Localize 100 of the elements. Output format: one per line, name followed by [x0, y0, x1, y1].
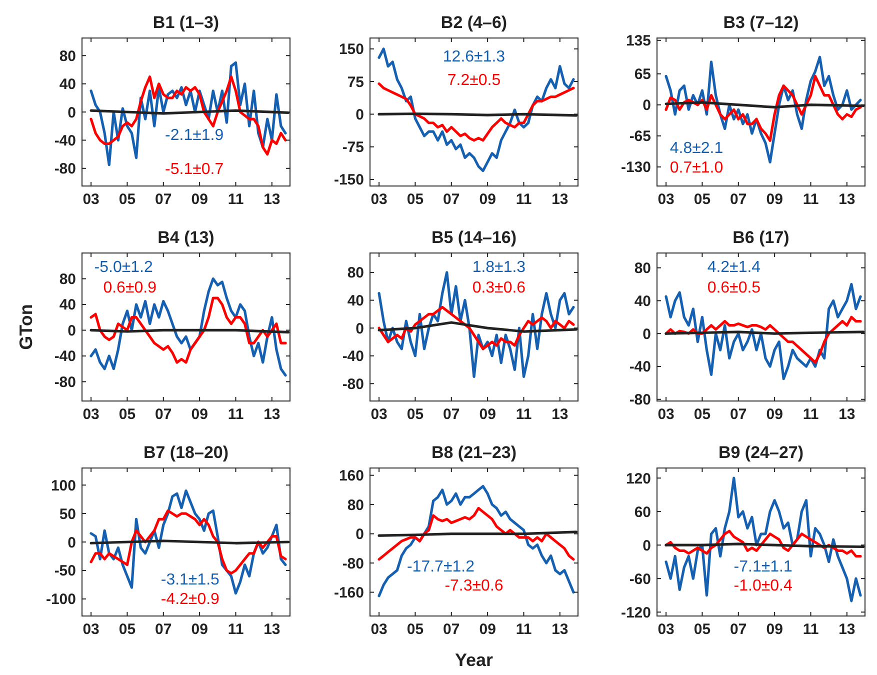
annotation: 7.2±0.5 — [447, 72, 501, 90]
y-tick-label: 135 — [626, 32, 651, 50]
x-tick-label: 09 — [766, 191, 783, 208]
y-tick-label: 60 — [634, 504, 651, 521]
x-tick-label: 11 — [516, 621, 532, 638]
x-tick-label: 11 — [516, 406, 532, 423]
y-tick-label: -50 — [54, 562, 76, 580]
annotation: 4.8±2.1 — [670, 140, 724, 158]
y-tick-label: 100 — [50, 477, 76, 494]
x-tick-label: 03 — [658, 406, 674, 423]
y-tick-label: -80 — [54, 160, 76, 178]
x-tick-label: 05 — [118, 406, 136, 423]
y-tick-label: 80 — [634, 260, 651, 278]
y-tick-label: -75 — [342, 139, 364, 156]
chart-title: B9 (24–27) — [718, 443, 804, 462]
line-series — [378, 484, 575, 598]
x-tick-label: 07 — [730, 406, 747, 423]
x-tick-label: 07 — [155, 191, 172, 208]
y-tick-label: 0 — [68, 322, 76, 340]
annotation: 4.2±1.4 — [707, 258, 761, 276]
chart-title: B3 (7–12) — [723, 13, 799, 32]
y-tick-label: -160 — [334, 584, 364, 602]
x-tick-label: 03 — [82, 621, 100, 638]
y-tick-label: -130 — [620, 159, 651, 176]
y-tick-label: 40 — [59, 296, 76, 314]
x-tick-label: 05 — [118, 621, 136, 638]
x-tick-label: 07 — [155, 406, 172, 423]
x-tick-label: 05 — [694, 621, 711, 638]
x-tick-label: 03 — [82, 191, 100, 208]
x-tick-label: 07 — [730, 191, 747, 208]
x-tick-label: 03 — [370, 621, 388, 638]
line-series — [378, 306, 575, 350]
chart-title: B4 (13) — [158, 228, 214, 247]
y-tick-label: 0 — [642, 97, 651, 114]
y-tick-label: -80 — [342, 376, 364, 393]
x-tick-label: 07 — [443, 406, 460, 423]
x-tick-label: 09 — [766, 621, 783, 638]
x-tick-label: 05 — [118, 191, 136, 208]
line-series — [90, 75, 287, 156]
y-tick-label: -80 — [54, 374, 76, 391]
x-tick-label: 11 — [228, 191, 244, 208]
x-tick-label: 09 — [191, 191, 208, 208]
y-tick-label: 0 — [356, 106, 364, 124]
annotation: -5.0±1.2 — [94, 258, 153, 276]
x-axis-title: Year — [454, 650, 494, 670]
y-tick-label: 0 — [642, 326, 651, 343]
chart-title: B7 (18–20) — [143, 443, 229, 462]
line-series — [90, 509, 287, 575]
annotation: 0.6±0.5 — [707, 280, 761, 297]
y-tick-label: 80 — [347, 264, 364, 282]
y-tick-label: 120 — [626, 470, 651, 488]
x-tick-label: 13 — [264, 406, 280, 423]
y-tick-label: -40 — [54, 132, 76, 150]
x-tick-label: 03 — [370, 406, 388, 423]
x-tick-label: 13 — [838, 621, 856, 638]
annotation: -1.0±0.4 — [734, 578, 792, 595]
y-tick-label: 0 — [356, 320, 364, 338]
x-tick-label: 13 — [552, 621, 568, 638]
y-tick-label: 0 — [642, 537, 651, 554]
y-tick-label: -40 — [629, 358, 651, 376]
line-series — [378, 48, 575, 172]
y-tick-label: 75 — [347, 74, 364, 91]
chart-title: B1 (1–3) — [152, 13, 220, 32]
y-tick-label: 150 — [338, 41, 364, 58]
line-series — [664, 282, 862, 380]
x-tick-label: 13 — [552, 406, 568, 423]
y-tick-label: 50 — [59, 506, 76, 523]
x-tick-label: 05 — [406, 191, 424, 208]
x-tick-label: 07 — [443, 191, 460, 208]
annotation: 0.7±1.0 — [670, 159, 724, 176]
chart-title: B5 (14–16) — [431, 228, 517, 247]
x-tick-label: 03 — [658, 621, 674, 638]
y-tick-label: -40 — [54, 348, 76, 366]
x-tick-label: 03 — [658, 191, 674, 208]
y-tick-label: -80 — [342, 555, 364, 572]
x-tick-label: 09 — [479, 406, 496, 423]
y-tick-label: -60 — [629, 570, 651, 588]
x-tick-label: 07 — [730, 621, 747, 638]
annotation: 0.3±0.6 — [472, 280, 526, 297]
x-tick-label: 05 — [406, 621, 424, 638]
annotation: -5.1±0.7 — [165, 160, 224, 178]
y-tick-label: 40 — [59, 76, 76, 94]
y-tick-label: 40 — [634, 292, 651, 310]
x-tick-label: 13 — [552, 191, 568, 208]
line-series — [664, 476, 862, 602]
x-tick-label: 11 — [802, 406, 819, 423]
annotation: 1.8±1.3 — [472, 258, 526, 276]
y-tick-label: -120 — [620, 604, 651, 622]
y-tick-label: -65 — [629, 128, 651, 146]
x-tick-label: 13 — [264, 191, 280, 208]
line-series — [664, 74, 862, 142]
annotation: -7.1±1.1 — [734, 558, 792, 576]
x-tick-label: 13 — [838, 406, 856, 423]
y-tick-label: 80 — [347, 496, 364, 514]
x-tick-label: 09 — [479, 621, 496, 638]
x-tick-label: 05 — [694, 191, 711, 208]
chart-title: B8 (21–23) — [431, 443, 517, 462]
line-series — [90, 296, 287, 364]
y-tick-label: -40 — [342, 348, 364, 366]
x-tick-label: 07 — [155, 621, 172, 638]
